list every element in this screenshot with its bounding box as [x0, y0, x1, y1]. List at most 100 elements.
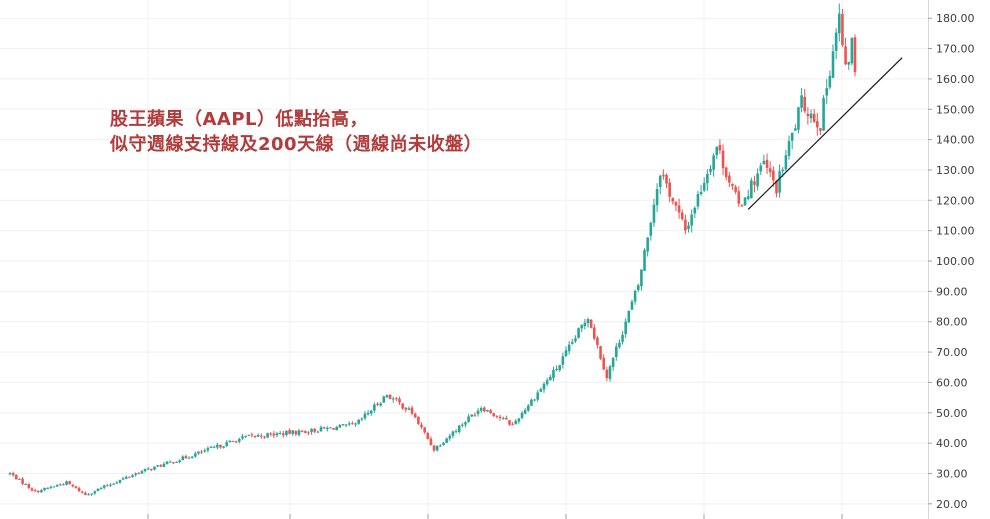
candle-down: [388, 394, 392, 399]
candle-up: [382, 396, 386, 403]
candle-up: [658, 175, 662, 187]
candle-up: [360, 418, 364, 420]
candle-down: [68, 481, 71, 485]
candle-down: [772, 170, 775, 181]
candle-down: [253, 435, 257, 437]
candle-up: [627, 310, 631, 323]
candle-down: [677, 205, 681, 213]
candle-up: [278, 433, 282, 435]
candle-down: [489, 410, 492, 414]
candle-up: [467, 416, 470, 422]
candle-down: [80, 491, 84, 493]
candle-down: [602, 357, 605, 370]
candle-down: [84, 492, 87, 495]
candle-down: [592, 327, 596, 339]
candle-down: [492, 413, 496, 417]
candle-up: [143, 469, 147, 472]
candle-up: [131, 475, 134, 477]
candle-up: [175, 461, 178, 463]
candle-up: [187, 457, 191, 459]
candle-up: [93, 491, 97, 494]
y-tick-label: 70.00: [936, 346, 968, 359]
candle-up: [457, 425, 461, 432]
candle-down: [410, 407, 414, 414]
candle-down: [734, 186, 737, 192]
candle-up: [580, 325, 584, 329]
candle-down: [413, 413, 417, 418]
grid-lines: [0, 0, 929, 519]
candle-up: [530, 399, 533, 406]
candle-down: [495, 416, 499, 418]
candle-up: [847, 62, 851, 65]
candle-up: [209, 446, 213, 448]
candle-down: [668, 182, 671, 197]
candle-up: [109, 484, 112, 486]
candle-up: [347, 423, 351, 425]
candle-down: [21, 478, 24, 484]
candle-up: [834, 32, 838, 51]
candle-up: [99, 488, 103, 490]
candle-up: [548, 376, 552, 381]
candle-up: [275, 433, 279, 436]
candle-down: [27, 483, 31, 488]
candle-down: [404, 407, 408, 410]
candle-up: [555, 368, 558, 370]
candle-up: [247, 434, 251, 436]
candle-up: [630, 301, 634, 310]
candle-up: [112, 483, 115, 485]
candle-down: [423, 427, 426, 433]
candle-up: [316, 431, 320, 433]
candle-up: [58, 484, 62, 486]
candle-up: [696, 194, 700, 207]
candle-down: [322, 427, 326, 429]
candle-down: [605, 369, 609, 378]
candle-down: [313, 428, 317, 432]
candle-up: [52, 486, 56, 488]
candle-up: [794, 128, 797, 131]
candle-down: [234, 441, 238, 443]
candle-down: [728, 175, 731, 183]
y-tick-label: 160.00: [936, 73, 975, 86]
candle-down: [398, 398, 401, 403]
annotation-line-1: 股王蘋果（AAPL）低點抬高，: [110, 109, 369, 130]
candle-down: [721, 150, 725, 169]
candle-down: [219, 444, 222, 448]
candle-down: [426, 433, 430, 440]
candle-up: [778, 171, 781, 193]
candle-up: [586, 319, 590, 324]
y-tick-label: 30.00: [936, 467, 968, 480]
candle-up: [329, 427, 332, 429]
candle-down: [420, 424, 423, 428]
candle-down: [680, 212, 684, 220]
candle-up: [369, 410, 373, 414]
candle-up: [624, 321, 627, 335]
candles: [8, 3, 857, 496]
candle-up: [55, 485, 59, 487]
candle-up: [134, 473, 137, 475]
candle-up: [363, 413, 367, 419]
candle-down: [106, 485, 109, 487]
candle-down: [307, 432, 310, 434]
candle-up: [385, 395, 389, 398]
candle-down: [819, 128, 822, 131]
candle-up: [121, 478, 125, 480]
candle-up: [715, 146, 719, 156]
candle-up: [759, 165, 763, 172]
candle-up: [640, 269, 643, 287]
y-tick-label: 180.00: [936, 12, 975, 25]
candle-down: [159, 465, 163, 467]
candle-down: [596, 337, 599, 346]
candle-down: [429, 438, 433, 445]
candle-up: [712, 155, 715, 170]
candle-up: [46, 487, 49, 489]
candle-up: [614, 346, 618, 358]
candle-up: [146, 468, 150, 470]
candle-down: [71, 484, 75, 487]
candle-up: [523, 410, 527, 414]
candle-down: [260, 435, 263, 437]
candle-up: [238, 439, 241, 442]
candle-up: [552, 369, 555, 378]
candle-down: [33, 490, 37, 492]
candle-down: [77, 488, 81, 492]
